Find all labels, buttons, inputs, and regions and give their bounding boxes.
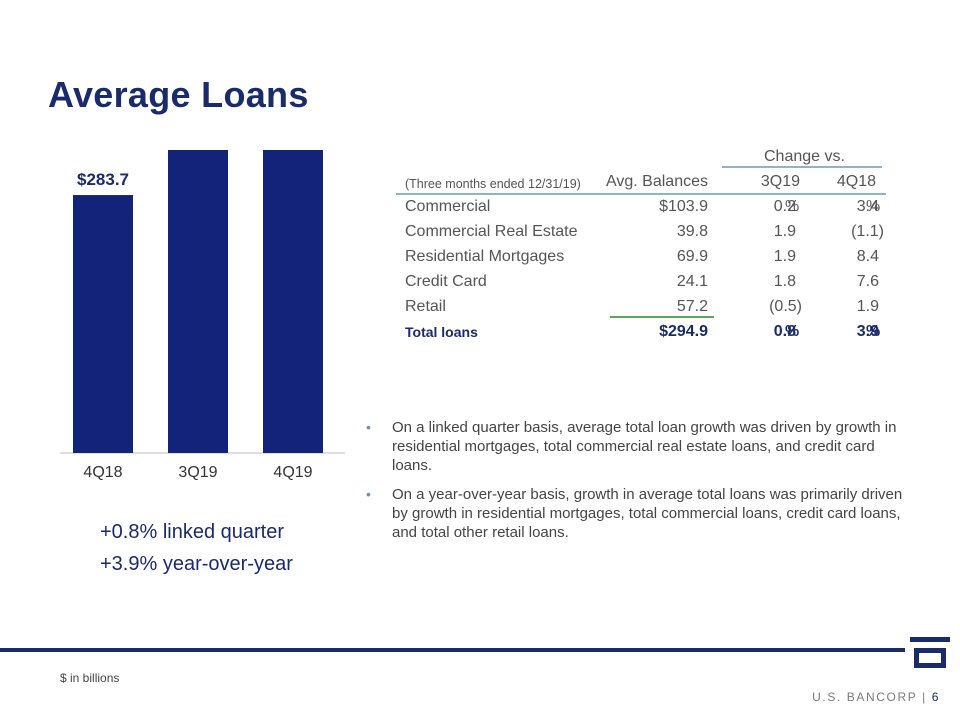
balance-cell: 57.2 — [676, 298, 708, 315]
data-label: $283.7 — [77, 170, 129, 189]
page-number: 6 — [931, 690, 940, 704]
change-3q19-cell: (0.5) — [769, 298, 802, 315]
change-4q18-cell: 7.6 — [856, 273, 879, 290]
total-row: Total loans $294.9 0.8 % 3.9 % — [396, 323, 896, 347]
list-item: • On a year-over-year basis, growth in a… — [366, 485, 911, 542]
balance-cell: 39.8 — [676, 223, 708, 240]
total-rule — [610, 316, 714, 318]
commentary-bullets: • On a linked quarter basis, average tot… — [366, 418, 911, 552]
footer-separator: | — [922, 690, 927, 704]
year-over-year-summary: +3.9% year-over-year — [100, 553, 293, 575]
footer-brand: U.S. BANCORP | 6 — [812, 690, 940, 704]
bar — [73, 195, 133, 454]
page-title: Average Loans — [48, 74, 309, 115]
row-label: Retail — [405, 298, 446, 315]
change-vs-header: Change vs. — [764, 148, 845, 165]
list-item: • On a linked quarter basis, average tot… — [366, 418, 911, 475]
percent-unit: % — [866, 198, 881, 215]
change-3q19-cell: 0.2 — [773, 198, 796, 215]
change-3q19-cell: 1.9 — [773, 223, 796, 240]
bar — [263, 150, 323, 453]
column-header: 3Q19 — [760, 173, 800, 190]
bullet-icon: • — [366, 486, 371, 502]
bullet-text: On a year-over-year basis, growth in ave… — [392, 486, 903, 541]
table-row: Residential Mortgages 69.9 1.9 8.4 — [396, 248, 896, 272]
bar — [168, 150, 228, 453]
header-rule — [396, 193, 886, 195]
table-header-row: (Three months ended 12/31/19) Avg. Balan… — [396, 173, 896, 197]
change-4q18-cell: 1.9 — [856, 298, 879, 315]
category-tick-label: 4Q19 — [273, 464, 312, 481]
row-label: Residential Mortgages — [405, 248, 565, 265]
category-tick-label: 3Q19 — [178, 464, 217, 481]
row-label: Commercial Real Estate — [405, 223, 578, 240]
bullet-text: On a linked quarter basis, average total… — [392, 419, 897, 474]
table-row: Credit Card 24.1 1.8 7.6 — [396, 273, 896, 297]
change-3q19-cell: 1.8 — [773, 273, 796, 290]
summary-block: +0.8% linked quarter +3.9% year-over-yea… — [100, 516, 293, 580]
percent-unit: % — [866, 323, 881, 340]
change-4q18-cell: 8.4 — [856, 248, 879, 265]
table-row: Retail 57.2 (0.5) 1.9 — [396, 298, 896, 322]
footer-rule — [0, 648, 905, 652]
row-label: Commercial — [405, 198, 491, 215]
table-row: Commercial $103.9 0.2 % 3.4 % — [396, 198, 896, 222]
row-label: Credit Card — [405, 273, 487, 290]
bullet-icon: • — [366, 419, 371, 435]
balance-cell: 24.1 — [676, 273, 708, 290]
change-4q18-cell: 3.9 — [856, 323, 879, 340]
category-tick-label: 4Q18 — [83, 464, 122, 481]
percent-unit: % — [785, 323, 800, 340]
table-row: Commercial Real Estate 39.8 1.9 (1.1) — [396, 223, 896, 247]
change-3q19-cell: 0.8 — [773, 323, 796, 340]
balance-cell: $294.9 — [659, 323, 708, 340]
change-4q18-cell: 3.4 — [856, 198, 879, 215]
column-header: 4Q18 — [836, 173, 876, 190]
change-4q18-cell: (1.1) — [851, 223, 884, 240]
percent-unit: % — [785, 198, 800, 215]
change-3q19-cell: 1.9 — [773, 248, 796, 265]
balance-cell: $103.9 — [659, 198, 708, 215]
units-footnote: $ in billions — [60, 671, 120, 685]
row-label: Total loans — [405, 324, 478, 340]
column-header: Avg. Balances — [606, 173, 708, 190]
linked-quarter-summary: +0.8% linked quarter — [100, 521, 285, 543]
period-label: (Three months ended 12/31/19) — [405, 177, 581, 191]
balance-cell: 69.9 — [676, 248, 708, 265]
brand-name: U.S. BANCORP — [812, 690, 918, 704]
change-header-rule — [722, 166, 882, 168]
shield-logo-icon — [910, 637, 950, 668]
